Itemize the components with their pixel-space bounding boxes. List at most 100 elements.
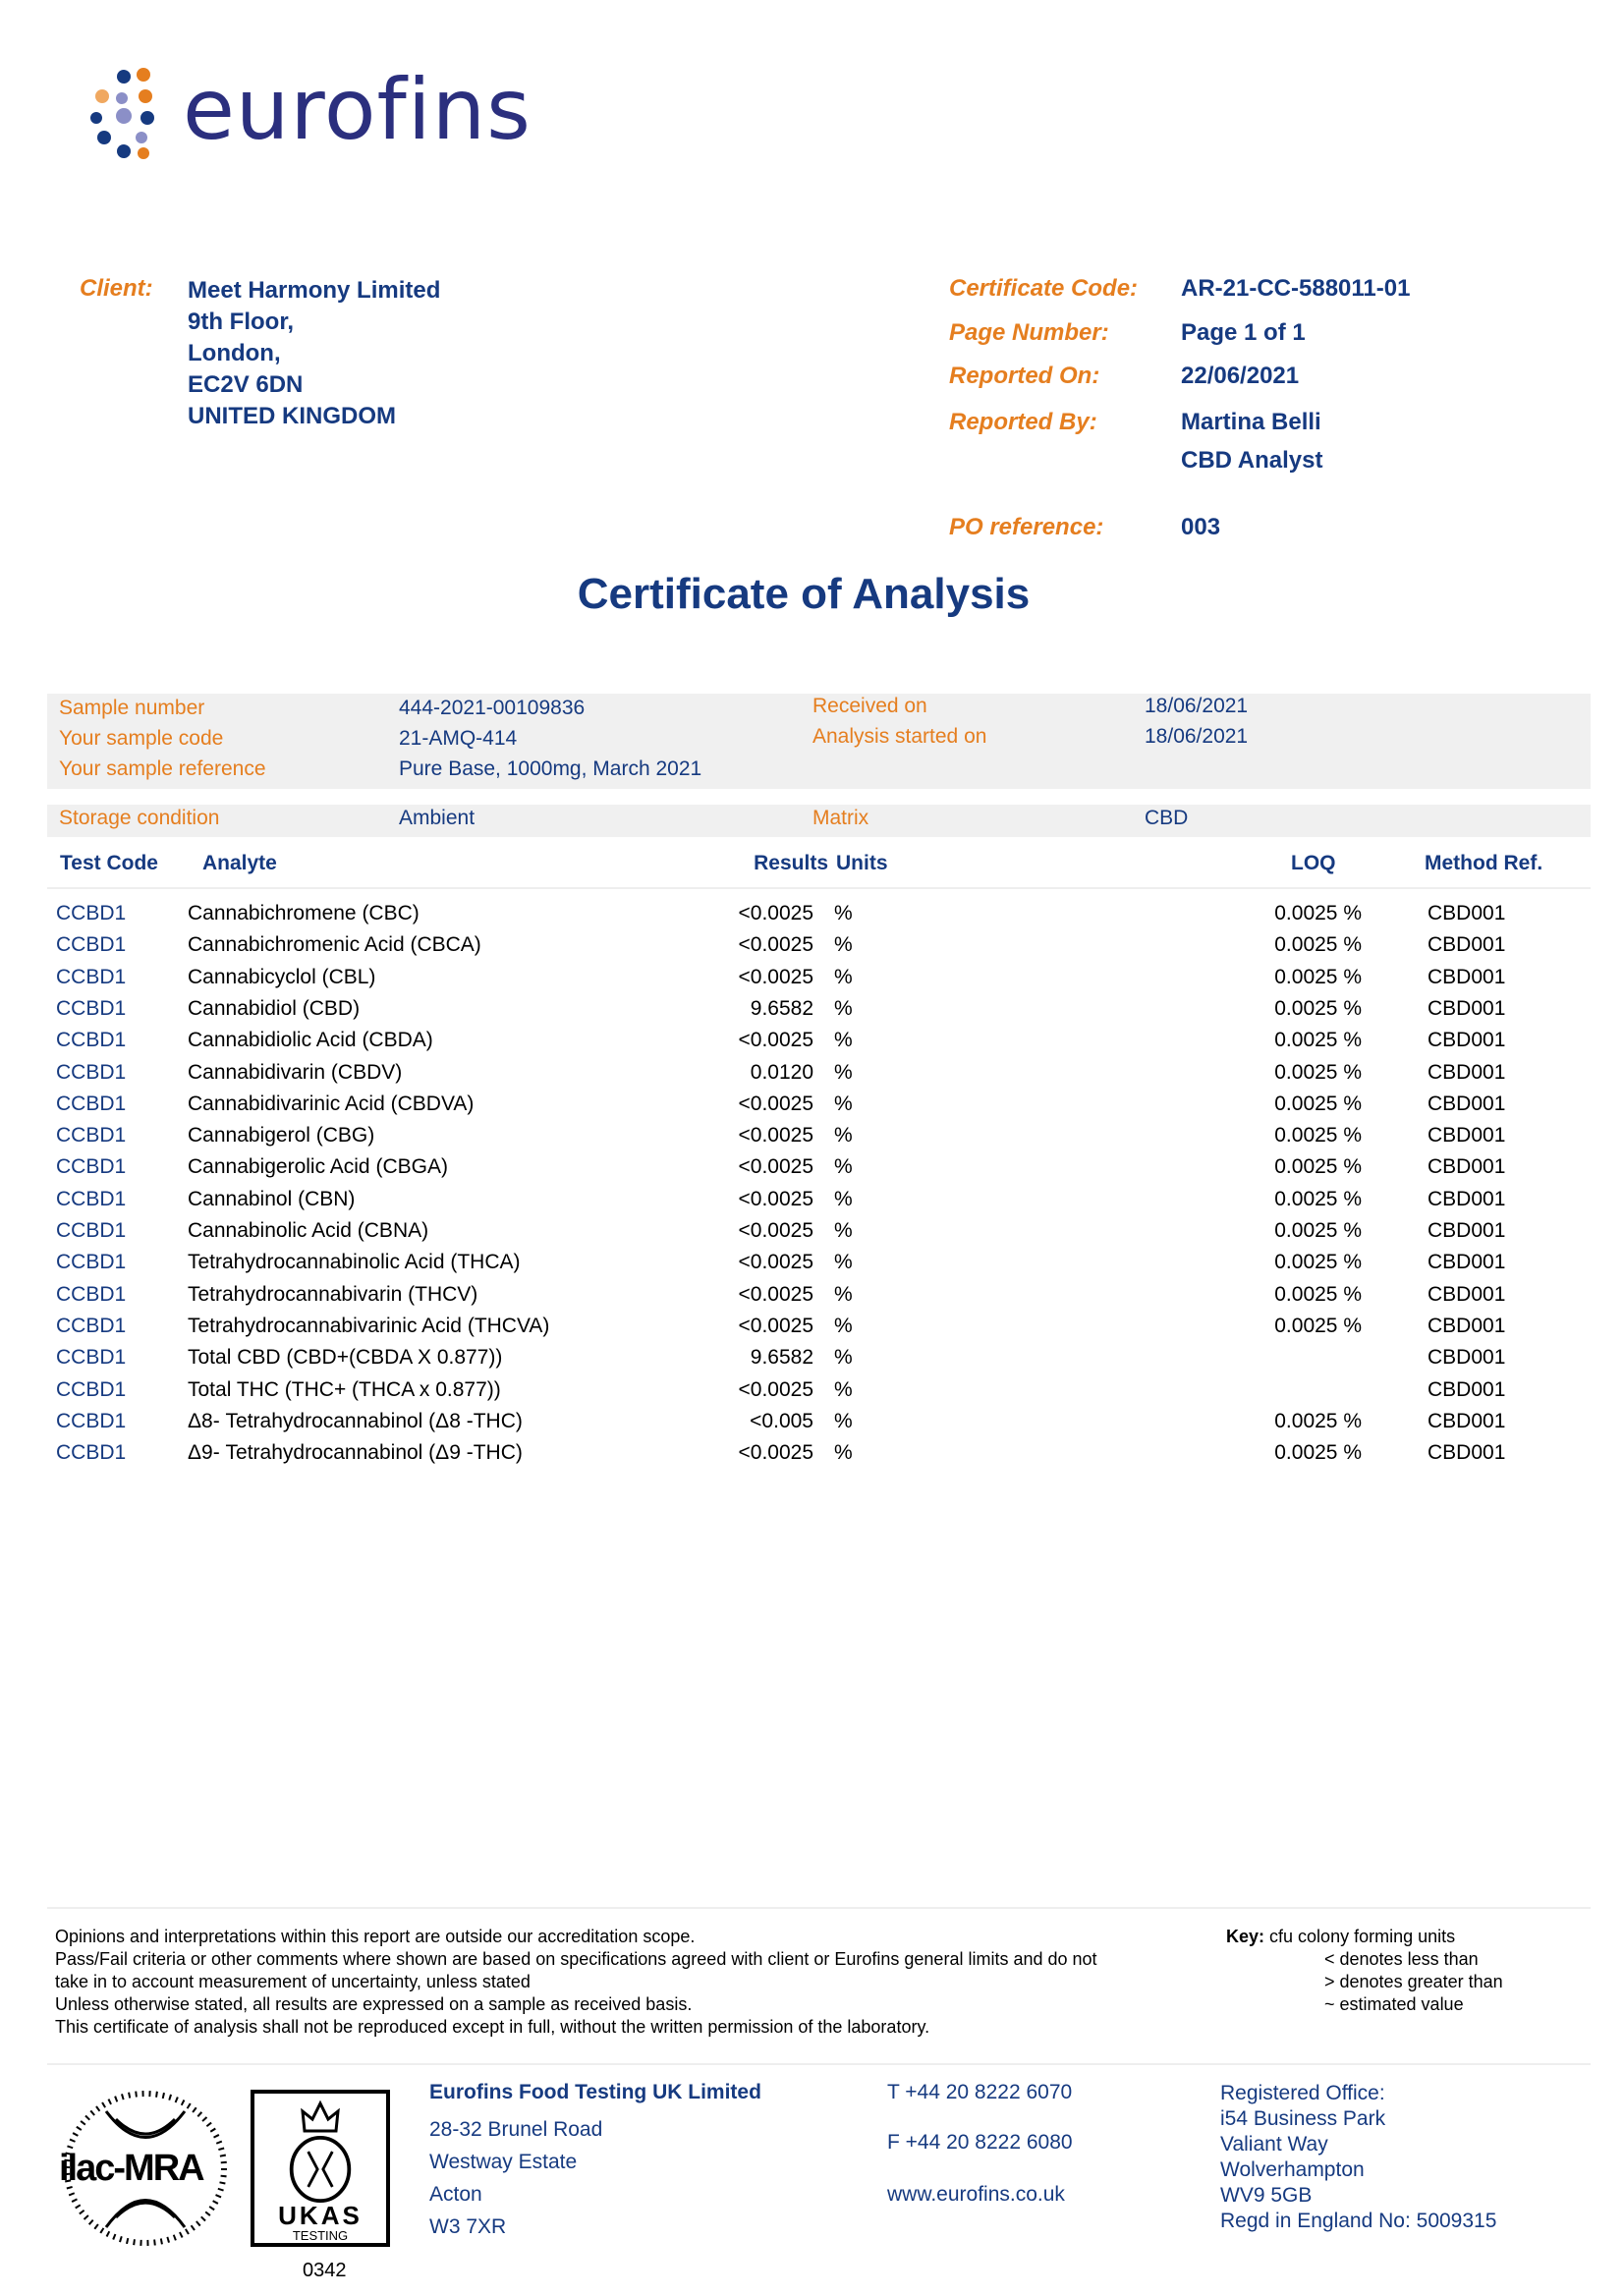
test-code: CCBD1 (56, 933, 127, 957)
ukas-logo: UKAS TESTING (251, 2090, 390, 2247)
result: 9.6582 (750, 996, 813, 1020)
loq: 0.0025 % (1274, 1314, 1362, 1337)
units: % (834, 1282, 853, 1306)
analyte: Total THC (THC+ (THCA x 0.877)) (188, 1377, 501, 1401)
header-method: Method Ref. (1425, 852, 1543, 874)
reported-on-label: Reported On: (949, 363, 1100, 389)
units: % (834, 1187, 853, 1210)
method-ref: CBD001 (1428, 1029, 1506, 1052)
units: % (834, 1029, 853, 1052)
units: % (834, 1092, 853, 1115)
method-ref: CBD001 (1428, 996, 1506, 1020)
ilac-mra-logo: ilac-MRA (59, 2090, 232, 2247)
po-reference: 003 (1181, 514, 1221, 540)
method-ref: CBD001 (1428, 1282, 1506, 1306)
test-code: CCBD1 (56, 1441, 127, 1465)
method-ref: CBD001 (1428, 1346, 1506, 1370)
loq: 0.0025 % (1274, 1060, 1362, 1084)
analyte: Tetrahydrocannabinolic Acid (THCA) (188, 1251, 521, 1274)
client-address: Meet Harmony Limited 9th Floor, London, … (188, 277, 441, 429)
matrix-value: CBD (1145, 807, 1189, 829)
storage-box (47, 805, 1591, 837)
test-code: CCBD1 (56, 1187, 127, 1210)
test-code: CCBD1 (56, 1092, 127, 1115)
sample-label: Sample number (59, 697, 205, 719)
analyte: Cannabidivarinic Acid (CBDVA) (188, 1092, 475, 1115)
result: <0.0025 (738, 1377, 814, 1401)
analyte: Cannabinol (CBN) (188, 1187, 356, 1210)
loq: 0.0025 % (1274, 1187, 1362, 1210)
eurofins-dots-icon (90, 68, 154, 159)
test-code: CCBD1 (56, 965, 127, 988)
crown-icon (301, 2100, 340, 2133)
sample-info-box (47, 694, 1591, 789)
loq: 0.0025 % (1274, 996, 1362, 1020)
po-reference-label: PO reference: (949, 514, 1104, 540)
loq: 0.0025 % (1274, 1124, 1362, 1148)
website-link[interactable]: www.eurofins.co.uk (887, 2183, 1065, 2206)
units: % (834, 933, 853, 957)
result: <0.0025 (738, 1155, 814, 1179)
header-results: Results (754, 852, 828, 874)
analyte: Cannabigerol (CBG) (188, 1124, 375, 1148)
method-ref: CBD001 (1428, 1441, 1506, 1465)
header-units: Units (836, 852, 888, 874)
analyte: Cannabichromenic Acid (CBCA) (188, 933, 481, 957)
method-ref: CBD001 (1428, 1377, 1506, 1401)
analyte: Cannabinolic Acid (CBNA) (188, 1219, 429, 1242)
result: <0.0025 (738, 1441, 814, 1465)
method-ref: CBD001 (1428, 1251, 1506, 1274)
test-code: CCBD1 (56, 1060, 127, 1084)
method-ref: CBD001 (1428, 1060, 1506, 1084)
reported-by: Martina Belli (1181, 409, 1321, 435)
units: % (834, 902, 853, 924)
key-label: Key: (1226, 1927, 1265, 1946)
ukas-number: 0342 (303, 2260, 347, 2281)
matrix-label: Matrix (812, 807, 869, 829)
units: % (834, 965, 853, 988)
phone: T +44 20 8222 6070 (887, 2081, 1073, 2103)
test-code: CCBD1 (56, 1346, 127, 1370)
result: 9.6582 (750, 1346, 813, 1370)
analyte: Cannabidiol (CBD) (188, 996, 361, 1020)
eurofins-wordmark: eurofins (183, 61, 532, 159)
method-ref: CBD001 (1428, 1314, 1506, 1337)
units: % (834, 1219, 853, 1242)
test-code: CCBD1 (56, 1409, 127, 1432)
sample-label: Your sample reference (59, 757, 266, 780)
sample-label: Analysis started on (812, 725, 987, 748)
analyte: Δ9- Tetrahydrocannabinol (Δ9 -THC) (188, 1441, 523, 1465)
units: % (834, 996, 853, 1020)
loq: 0.0025 % (1274, 1155, 1362, 1179)
storage-value: Ambient (399, 807, 476, 829)
test-code: CCBD1 (56, 1124, 127, 1148)
loq: 0.0025 % (1274, 965, 1362, 988)
units: % (834, 1441, 853, 1465)
footer-divider (47, 2063, 1591, 2065)
loq: 0.0025 % (1274, 1282, 1362, 1306)
certificate-code-label: Certificate Code: (949, 275, 1139, 302)
result: <0.0025 (738, 1092, 814, 1115)
result: <0.0025 (738, 1282, 814, 1306)
test-code: CCBD1 (56, 1029, 127, 1052)
analyte: Cannabigerolic Acid (CBGA) (188, 1155, 448, 1179)
loq: 0.0025 % (1274, 1409, 1362, 1432)
method-ref: CBD001 (1428, 902, 1506, 924)
method-ref: CBD001 (1428, 1187, 1506, 1210)
page-number-label: Page Number: (949, 319, 1109, 346)
result: <0.0025 (738, 1314, 814, 1337)
sample-value: 18/06/2021 (1145, 695, 1249, 717)
result: <0.0025 (738, 1124, 814, 1148)
registered-office: Registered Office: i54 Business Park Val… (1220, 2082, 1497, 2232)
analyte: Tetrahydrocannabivarin (THCV) (188, 1282, 478, 1306)
analyte: Δ8- Tetrahydrocannabinol (Δ8 -THC) (188, 1409, 523, 1432)
key: Key: cfu colony forming units < denotes … (1226, 1927, 1503, 2014)
loq: 0.0025 % (1274, 1092, 1362, 1115)
page-title: Certificate of Analysis (577, 570, 1031, 618)
method-ref: CBD001 (1428, 1409, 1506, 1432)
units: % (834, 1377, 853, 1401)
company-name: Eurofins Food Testing UK Limited (429, 2081, 761, 2103)
method-ref: CBD001 (1428, 1155, 1506, 1179)
method-ref: CBD001 (1428, 1092, 1506, 1115)
client-label: Client: (80, 275, 153, 302)
